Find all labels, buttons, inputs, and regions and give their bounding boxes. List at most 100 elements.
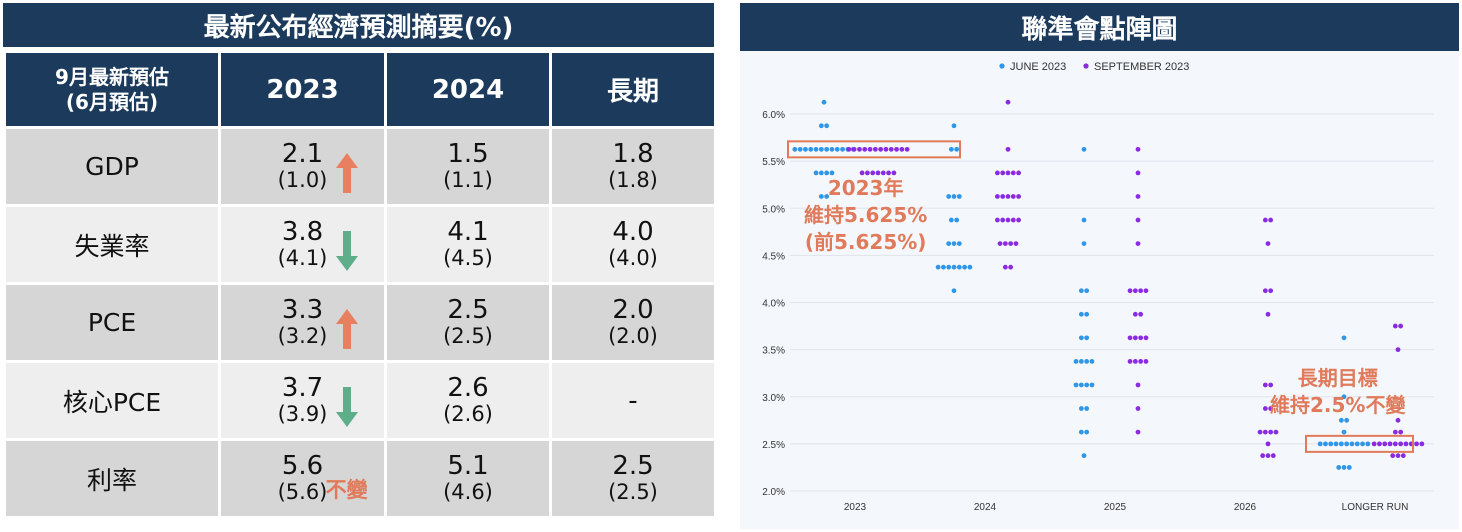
dot-point [1000,170,1006,176]
dot-point [1341,465,1347,470]
dot-point [803,146,808,152]
table-row: PCE 3.3 (3.2) 2.5 (2.5) 2.0 (2.0) [3,282,717,363]
unchanged-note: 不變 [325,477,368,502]
cell-2024: 5.1 (4.6) [384,438,552,519]
dot-point [870,170,876,176]
dot-point [1349,441,1355,447]
dot-point [1268,406,1274,411]
forecast-table-title: 最新公布經濟預測摘要(%) [3,3,714,47]
dot-point [1328,441,1334,447]
dot-point [1338,417,1344,423]
prev-value-longrun: (4.0) [608,245,658,270]
dot-point [1000,217,1006,223]
x-tick-label: LONGER RUN [1342,502,1409,513]
prev-value-2023: (1.0) [277,167,328,192]
dot-point [1084,359,1090,364]
value-2024: 1.5 [447,138,489,169]
dot-point [962,264,967,270]
dot-point [995,217,1000,223]
dot-point [1005,170,1011,176]
dot-point [951,288,957,294]
dot-point [1143,335,1149,341]
prev-value-2024: (4.5) [443,245,493,270]
dot-point [1016,170,1021,176]
dot-point [1268,382,1274,388]
dot-point [1382,441,1388,447]
dot-point [1273,429,1279,435]
value-longrun: - [628,386,638,416]
dot-point [1078,288,1084,294]
dot-point [888,146,894,152]
dot-point [1135,217,1141,223]
value-2024: 2.5 [447,294,489,325]
dot-point [1127,335,1133,341]
dot-point [948,217,954,223]
cell-2024: 2.6 (2.6) [384,360,552,441]
dot-point [1260,453,1266,459]
dot-point [951,264,957,270]
dot-point [1138,335,1144,341]
dot-plot-panel: 2.0% 2.5% 3.0% 3.5% 4.0% 4.5% 5.0% 5.5% 6.0% 2023… [740,3,1459,529]
dot-point [951,241,957,246]
dot-point [834,146,840,152]
dot-point [1257,429,1263,435]
dot-point [875,170,881,176]
dot-point [1400,453,1406,459]
table-row: GDP 2.1 (1.0) 1.5 (1.1) 1.8 (1.8) [3,126,717,207]
prev-value-2024: (2.5) [443,323,493,348]
dot-point [1016,194,1021,199]
prev-value-2023: (4.1) [277,245,328,270]
table-header-row: 9月最新預估 (6月預估) 2023 2024 長期 [3,50,717,129]
dot-point [1398,323,1404,329]
dot-point [1081,241,1087,246]
down-arrow-icon [335,230,358,271]
cell-2023: 3.7 (3.9) [218,360,387,441]
dot-point [1135,146,1141,152]
highlight-box-longrun [1305,434,1414,453]
dot-point [967,264,973,270]
row-label: PCE [3,282,221,363]
dot-point [1395,347,1401,353]
header-col-longrun: 長期 [549,50,717,129]
annotation-2023-line3: (前5.625%) [804,230,927,254]
dot-point [1265,311,1271,317]
dot-point [1341,429,1347,435]
dot-point [1005,146,1011,152]
dot-point [1073,382,1079,388]
dot-point [995,194,1000,199]
annotation-longrun-line1: 長期目標 [1297,366,1378,390]
value-2023: 3.7 [281,372,324,403]
dot-point [946,241,952,246]
x-tick-label: 2023 [844,502,867,513]
dot-point [1354,441,1360,447]
dot-point [1005,99,1011,105]
cell-longrun: 2.0 (2.0) [549,282,717,363]
dot-point [1084,382,1090,388]
cell-longrun: - [549,360,717,441]
down-arrow-icon [335,386,358,427]
dot-point [948,146,954,152]
annotation-2023: 2023年 維持5.625% (前5.625%) [804,175,927,256]
dot-point [1089,382,1095,388]
dot-point [818,146,824,152]
dot-point [1360,441,1365,447]
dot-point [951,194,957,199]
dot-point [1081,146,1087,152]
value-2023: 5.6 [281,450,324,481]
dot-point [1132,335,1138,341]
cell-2023: 3.8 (4.1) [218,204,387,285]
cell-longrun: 2.5 (2.5) [549,438,717,519]
cell-2024: 2.5 (2.5) [384,282,552,363]
dot-point [797,146,803,152]
dot-point [1265,441,1271,447]
dot-point [904,146,910,152]
prev-value-2023: (5.6) [277,479,328,504]
dot-point [1005,217,1011,223]
y-tick-label: 5.0% [762,204,785,215]
dot-point [1265,453,1271,459]
value-2024: 2.6 [447,372,489,403]
cell-2023: 3.3 (3.2) [218,282,387,363]
prev-value-2023: (3.2) [277,323,328,348]
dot-point [1398,441,1404,447]
dot-point [1265,241,1271,246]
